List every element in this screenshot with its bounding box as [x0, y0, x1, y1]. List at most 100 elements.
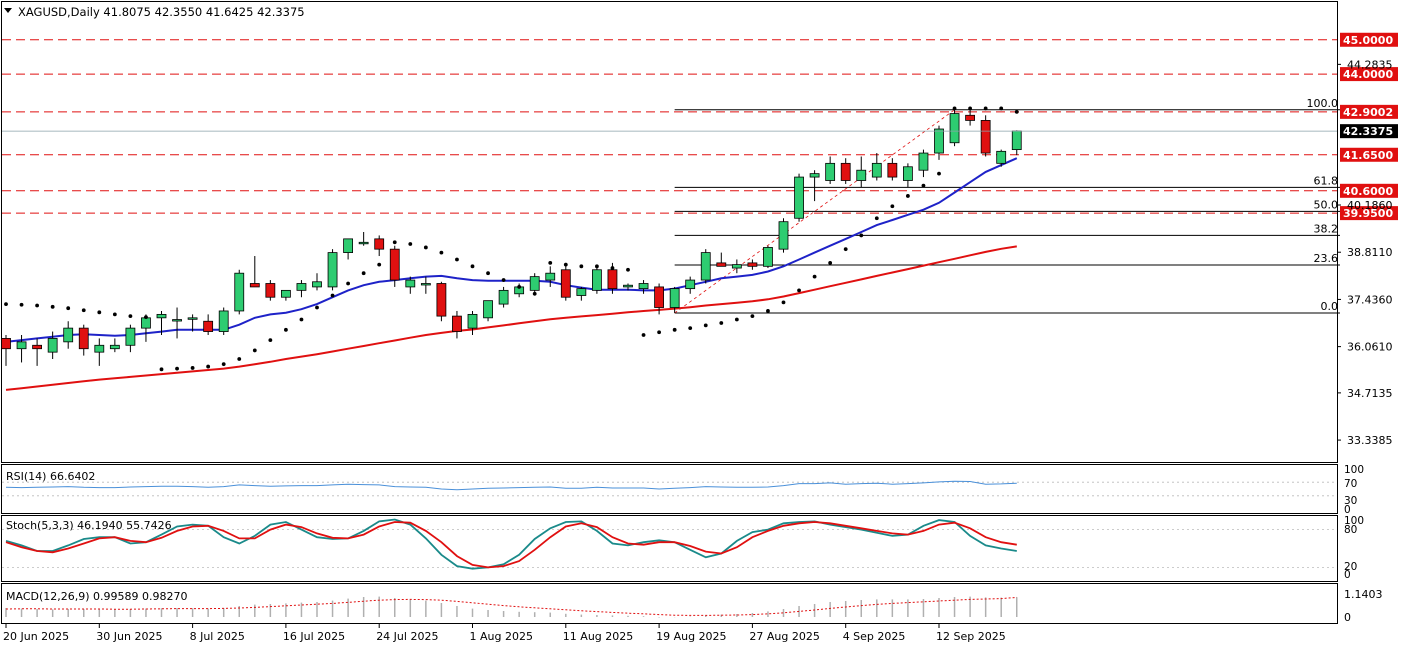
candle-body [389, 248, 400, 281]
rsi-level-label: 70 [1344, 478, 1357, 490]
candle-body [483, 300, 493, 319]
rsi-line [5, 480, 1017, 491]
level-tag [1340, 206, 1398, 221]
candle-body [685, 279, 696, 290]
fib-level-label: 23.6 [1314, 252, 1339, 265]
stoch-label: Stoch(5,3,3) 46.1940 55.7426 [6, 519, 172, 532]
sar-dot [563, 262, 568, 267]
sar-dot [517, 285, 522, 289]
level-label: 45.0000 [1343, 34, 1393, 47]
level-label: 42.9002 [1343, 106, 1393, 119]
candle-body [32, 344, 42, 350]
level-tag [1340, 32, 1398, 47]
sar-dot [579, 264, 584, 269]
sar-dot [299, 317, 304, 322]
level-label: 41.6500 [1343, 149, 1393, 162]
candle-body [623, 284, 633, 288]
time-tick-label: 11 Aug 2025 [563, 630, 633, 643]
sar-dot [50, 304, 55, 309]
stoch-level-label: 80 [1344, 524, 1357, 536]
level-tag [1340, 147, 1398, 162]
sar-dot [595, 264, 599, 269]
candle-body [763, 247, 773, 267]
time-tick-label: 1 Aug 2025 [470, 630, 533, 643]
fib-level-label: 50.0 [1314, 198, 1339, 211]
sar-dot [1014, 109, 1019, 114]
sar-dot [159, 367, 164, 372]
sar-dot [284, 327, 288, 332]
stoch-pane-frame [1, 515, 1338, 582]
macd-signal-line [5, 596, 1017, 616]
candle-body [296, 283, 307, 291]
macd-label: MACD(12,26,9) 0.99589 0.98270 [6, 590, 188, 603]
sar-dot [221, 362, 226, 367]
candle-body [109, 344, 120, 350]
stoch-level-label: 100 [1344, 515, 1364, 527]
sar-dot [688, 326, 693, 331]
macd-indicator: 1.1403 0 [5, 588, 1383, 624]
slow-moving-average-line [5, 245, 1017, 391]
price-tick-label: 36.0610 [1347, 341, 1393, 354]
candle-body [358, 241, 369, 245]
current-price: 42.3375 [2, 124, 1398, 139]
sar-dot [501, 278, 506, 282]
symbol-dropdown-icon[interactable] [4, 8, 12, 13]
candle-body [825, 162, 836, 181]
price-axis: 44.2835 40.1860 38.8110 37.4360 36.0610 34.71… [1337, 58, 1393, 447]
moving-averages [5, 157, 1018, 391]
main-pane-frame [1, 1, 1338, 463]
fast-moving-average-line [5, 157, 1018, 343]
sar-dot [937, 171, 941, 176]
level-label: 40.6000 [1343, 185, 1393, 198]
time-tick-label: 12 Sep 2025 [936, 630, 1006, 643]
sar-dot [252, 348, 257, 353]
candle-body [312, 281, 322, 288]
candle-body [467, 313, 478, 329]
macd-pane-frame [1, 583, 1338, 624]
rsi-level-label: 30 [1344, 495, 1357, 507]
sar-dot [812, 274, 817, 279]
candle-body [187, 317, 198, 320]
candle-body [218, 310, 229, 332]
candle-body [405, 279, 416, 288]
price-tick-label: 37.4360 [1347, 293, 1393, 306]
sar-dot [843, 247, 848, 252]
candle-body [949, 113, 960, 144]
time-tick-label: 4 Sep 2025 [843, 630, 906, 643]
sar-dot [828, 260, 833, 265]
price-tick-label: 33.3385 [1347, 434, 1393, 447]
candle-body [903, 166, 913, 181]
candle-body [16, 341, 27, 350]
candle-body [607, 269, 618, 290]
candle-body [669, 288, 680, 308]
sar-dot [439, 250, 444, 255]
sar-dot [750, 314, 755, 319]
sar-dot [346, 281, 350, 286]
candle-body [794, 176, 804, 219]
time-tick-label: 20 Jun 2025 [3, 630, 69, 643]
time-tick-label: 8 Jul 2025 [190, 630, 245, 643]
sar-dot [548, 260, 553, 265]
rsi-pane-frame [1, 464, 1338, 514]
sar-dot [859, 233, 864, 238]
sar-dot [470, 264, 475, 269]
sar-dot [672, 327, 677, 332]
price-tick-label: 40.1860 [1347, 199, 1393, 212]
sar-dot [486, 271, 490, 276]
sar-dot [237, 357, 242, 361]
sar-dot [532, 291, 537, 296]
candle-body [1, 338, 11, 350]
sar-dot [781, 300, 786, 305]
level-label: 44.0000 [1343, 68, 1393, 81]
macd-tick-label: 0 [1344, 611, 1351, 624]
candle-body [560, 269, 571, 298]
sar-dot [983, 106, 988, 111]
candle-body [887, 162, 898, 178]
time-axis: 20 Jun 2025 30 Jun 2025 8 Jul 2025 16 Jul 2… [3, 624, 1006, 643]
sar-dot [392, 240, 397, 245]
candle-body [778, 221, 789, 250]
candle-body [280, 289, 291, 298]
